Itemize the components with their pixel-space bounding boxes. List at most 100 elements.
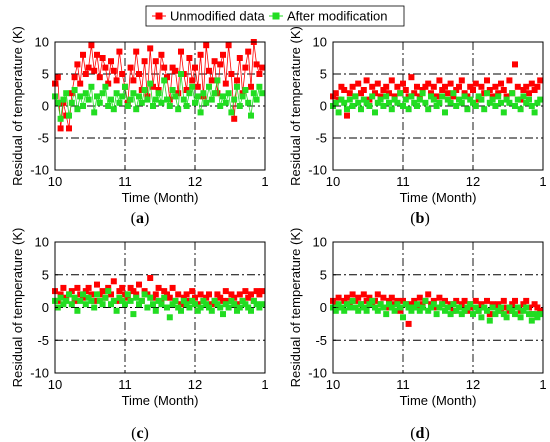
data-point — [222, 80, 229, 87]
y-tick-label: 0 — [320, 300, 327, 315]
data-point — [234, 307, 240, 314]
data-point — [453, 87, 460, 93]
data-point — [88, 291, 95, 298]
data-point — [514, 304, 521, 311]
y-tick-label: 0 — [42, 99, 49, 114]
panel-letter: c — [136, 425, 143, 442]
data-point — [411, 99, 418, 106]
data-point — [506, 77, 513, 84]
data-point — [358, 301, 364, 308]
data-point — [200, 90, 207, 97]
data-point — [523, 83, 530, 90]
data-point — [456, 304, 462, 311]
y-tick-label: -10 — [308, 366, 327, 381]
data-point — [161, 294, 168, 301]
data-point — [203, 301, 210, 308]
data-point — [461, 307, 468, 314]
data-point — [113, 90, 120, 97]
data-point — [422, 83, 429, 90]
data-point — [355, 99, 362, 106]
data-point — [60, 301, 67, 308]
data-point — [108, 291, 114, 298]
data-point — [419, 90, 426, 97]
data-point — [256, 304, 263, 311]
data-point — [105, 80, 112, 87]
data-point — [394, 301, 401, 308]
data-point — [500, 87, 507, 93]
data-point — [363, 77, 370, 84]
data-point — [74, 106, 81, 113]
data-point — [335, 109, 342, 116]
data-point — [405, 304, 412, 311]
data-point — [116, 288, 123, 295]
data-point — [63, 294, 70, 301]
data-point — [74, 307, 81, 314]
data-point — [80, 291, 86, 298]
y-tick-label: 5 — [320, 267, 327, 282]
y-tick-label: 10 — [35, 35, 49, 50]
data-point — [63, 90, 70, 97]
data-point — [175, 291, 182, 298]
data-point — [169, 301, 176, 308]
y-tick-label: 0 — [320, 99, 327, 114]
data-point — [484, 297, 490, 304]
data-point — [85, 64, 92, 71]
data-point — [85, 96, 92, 103]
data-point — [119, 93, 126, 100]
data-point — [225, 304, 232, 311]
data-point — [366, 301, 373, 308]
data-point — [512, 61, 518, 68]
data-point — [66, 291, 72, 298]
data-point — [425, 307, 432, 314]
data-point — [138, 99, 145, 106]
data-point — [130, 311, 137, 318]
data-point — [136, 281, 142, 288]
data-point — [217, 304, 224, 311]
data-point — [99, 288, 106, 295]
data-point — [400, 80, 406, 87]
panel-letter: d — [416, 425, 425, 442]
data-point — [332, 99, 339, 106]
data-point — [259, 64, 266, 71]
data-point — [122, 301, 128, 308]
data-point — [242, 301, 249, 308]
data-point — [408, 301, 415, 308]
data-point — [183, 291, 190, 298]
data-point — [509, 90, 516, 97]
data-point — [108, 96, 114, 103]
y-tick-label: 0 — [42, 300, 49, 315]
data-point — [464, 304, 471, 311]
data-point — [523, 297, 530, 304]
data-point — [436, 99, 443, 106]
data-point — [517, 106, 524, 113]
data-point — [416, 307, 423, 314]
data-point — [183, 87, 190, 93]
data-point — [498, 80, 504, 87]
data-point — [537, 77, 544, 84]
data-point — [478, 83, 485, 90]
data-point — [341, 87, 348, 93]
data-point — [77, 80, 84, 87]
data-point — [88, 42, 95, 49]
data-point — [60, 96, 67, 103]
data-point — [228, 109, 235, 116]
data-point — [206, 291, 212, 298]
data-point — [388, 294, 395, 301]
data-point — [374, 307, 381, 314]
data-point — [166, 314, 173, 321]
data-point — [461, 90, 468, 97]
data-point — [155, 297, 162, 304]
panel-letter: b — [416, 210, 425, 227]
legend: Unmodified data After modification — [145, 5, 405, 27]
data-point — [458, 311, 465, 318]
data-point — [528, 317, 535, 324]
x-tick-label: 11 — [118, 174, 132, 189]
data-point — [430, 83, 437, 90]
y-axis-label: Residual of temperature (K) — [288, 228, 303, 388]
data-point — [197, 109, 204, 116]
data-point — [402, 96, 409, 103]
data-point — [366, 294, 373, 301]
data-point — [400, 103, 406, 109]
data-point — [526, 96, 532, 103]
